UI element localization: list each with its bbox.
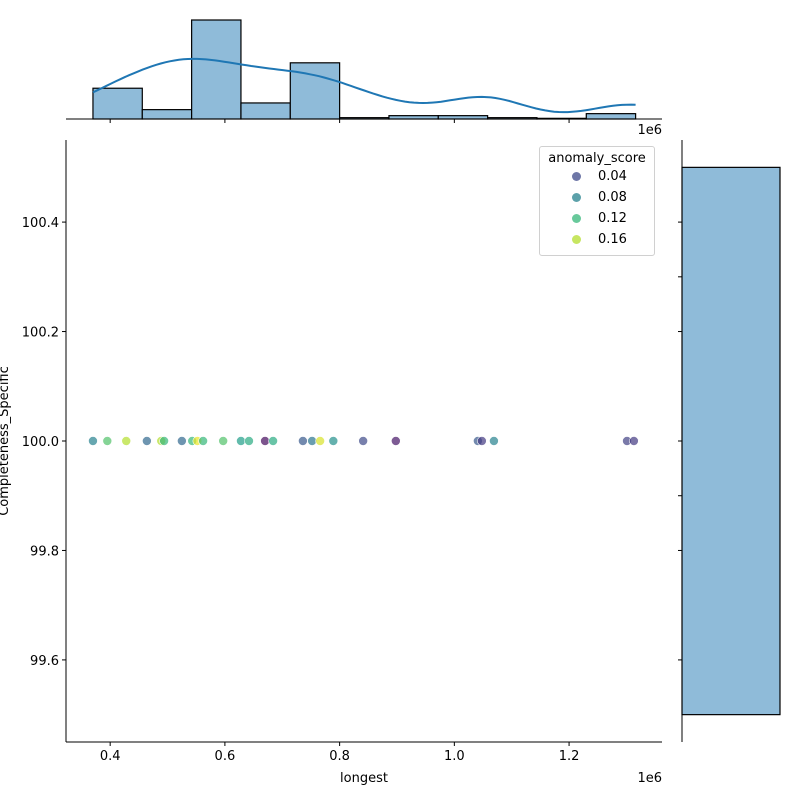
scatter-point bbox=[177, 436, 187, 446]
x-offset-label-main: 1e6 bbox=[637, 771, 662, 786]
legend-label: 0.16 bbox=[598, 232, 627, 247]
legend-item: 0.04 bbox=[540, 166, 654, 187]
scatter-point bbox=[244, 436, 254, 446]
scatter-point bbox=[477, 436, 487, 446]
x-tick-label: 1.0 bbox=[444, 749, 465, 764]
legend-marker bbox=[572, 172, 581, 181]
scatter-point bbox=[159, 436, 169, 446]
scatter-point bbox=[315, 436, 325, 446]
scatter-point bbox=[142, 436, 152, 446]
x-tick-label: 0.4 bbox=[100, 749, 121, 764]
legend: anomaly_score 0.04 0.08 0.12 0.16 bbox=[539, 146, 655, 256]
legend-title: anomaly_score bbox=[548, 151, 646, 166]
scatter-point bbox=[307, 436, 317, 446]
y-axis-label: Completeness_Specific bbox=[0, 366, 12, 516]
x-tick-label: 1.2 bbox=[559, 749, 580, 764]
scatter-point bbox=[198, 436, 208, 446]
scatter-point bbox=[489, 436, 499, 446]
kde-curve bbox=[92, 57, 636, 114]
legend-marker bbox=[572, 193, 581, 202]
histogram-bar bbox=[240, 102, 291, 120]
y-tick-label: 100.4 bbox=[22, 216, 59, 231]
x-offset-label-marginal: 1e6 bbox=[637, 123, 662, 138]
legend-label: 0.04 bbox=[598, 169, 627, 184]
scatter-point bbox=[102, 436, 113, 446]
scatter-point bbox=[298, 436, 308, 446]
histogram-bar bbox=[536, 117, 587, 120]
legend-item: 0.16 bbox=[540, 229, 654, 250]
y-tick-label: 99.6 bbox=[30, 654, 59, 669]
histogram-bar bbox=[487, 117, 538, 120]
legend-label: 0.12 bbox=[598, 211, 627, 226]
y-tick-label: 100.0 bbox=[22, 435, 59, 450]
scatter-point bbox=[328, 436, 339, 446]
histogram-bar bbox=[339, 117, 390, 120]
y-tick-label: 99.8 bbox=[30, 544, 59, 559]
scatter-point bbox=[218, 436, 228, 446]
histogram-bar bbox=[141, 109, 193, 120]
scatter-point bbox=[629, 436, 639, 446]
scatter-point bbox=[268, 436, 278, 446]
histogram-bar bbox=[92, 87, 143, 120]
legend-item: 0.12 bbox=[540, 208, 654, 229]
marginal-y-bar bbox=[681, 166, 781, 716]
scatter-point bbox=[358, 436, 368, 446]
scatter-point bbox=[88, 436, 98, 446]
x-tick-label: 0.6 bbox=[215, 749, 236, 764]
scatter-point bbox=[391, 436, 401, 446]
scatter-point bbox=[236, 436, 246, 446]
legend-marker bbox=[572, 235, 581, 244]
scatter-point bbox=[260, 436, 270, 446]
scatter-point bbox=[121, 436, 132, 446]
histogram-bar bbox=[437, 115, 489, 120]
histogram-bar bbox=[191, 19, 242, 120]
histogram-bar bbox=[388, 115, 439, 120]
histogram-bar bbox=[585, 113, 637, 120]
x-axis-label: longest bbox=[340, 771, 388, 786]
legend-marker bbox=[572, 214, 581, 223]
legend-label: 0.08 bbox=[598, 190, 627, 205]
x-tick-label: 0.8 bbox=[329, 749, 350, 764]
legend-item: 0.08 bbox=[540, 187, 654, 208]
y-tick-label: 100.2 bbox=[22, 326, 59, 341]
